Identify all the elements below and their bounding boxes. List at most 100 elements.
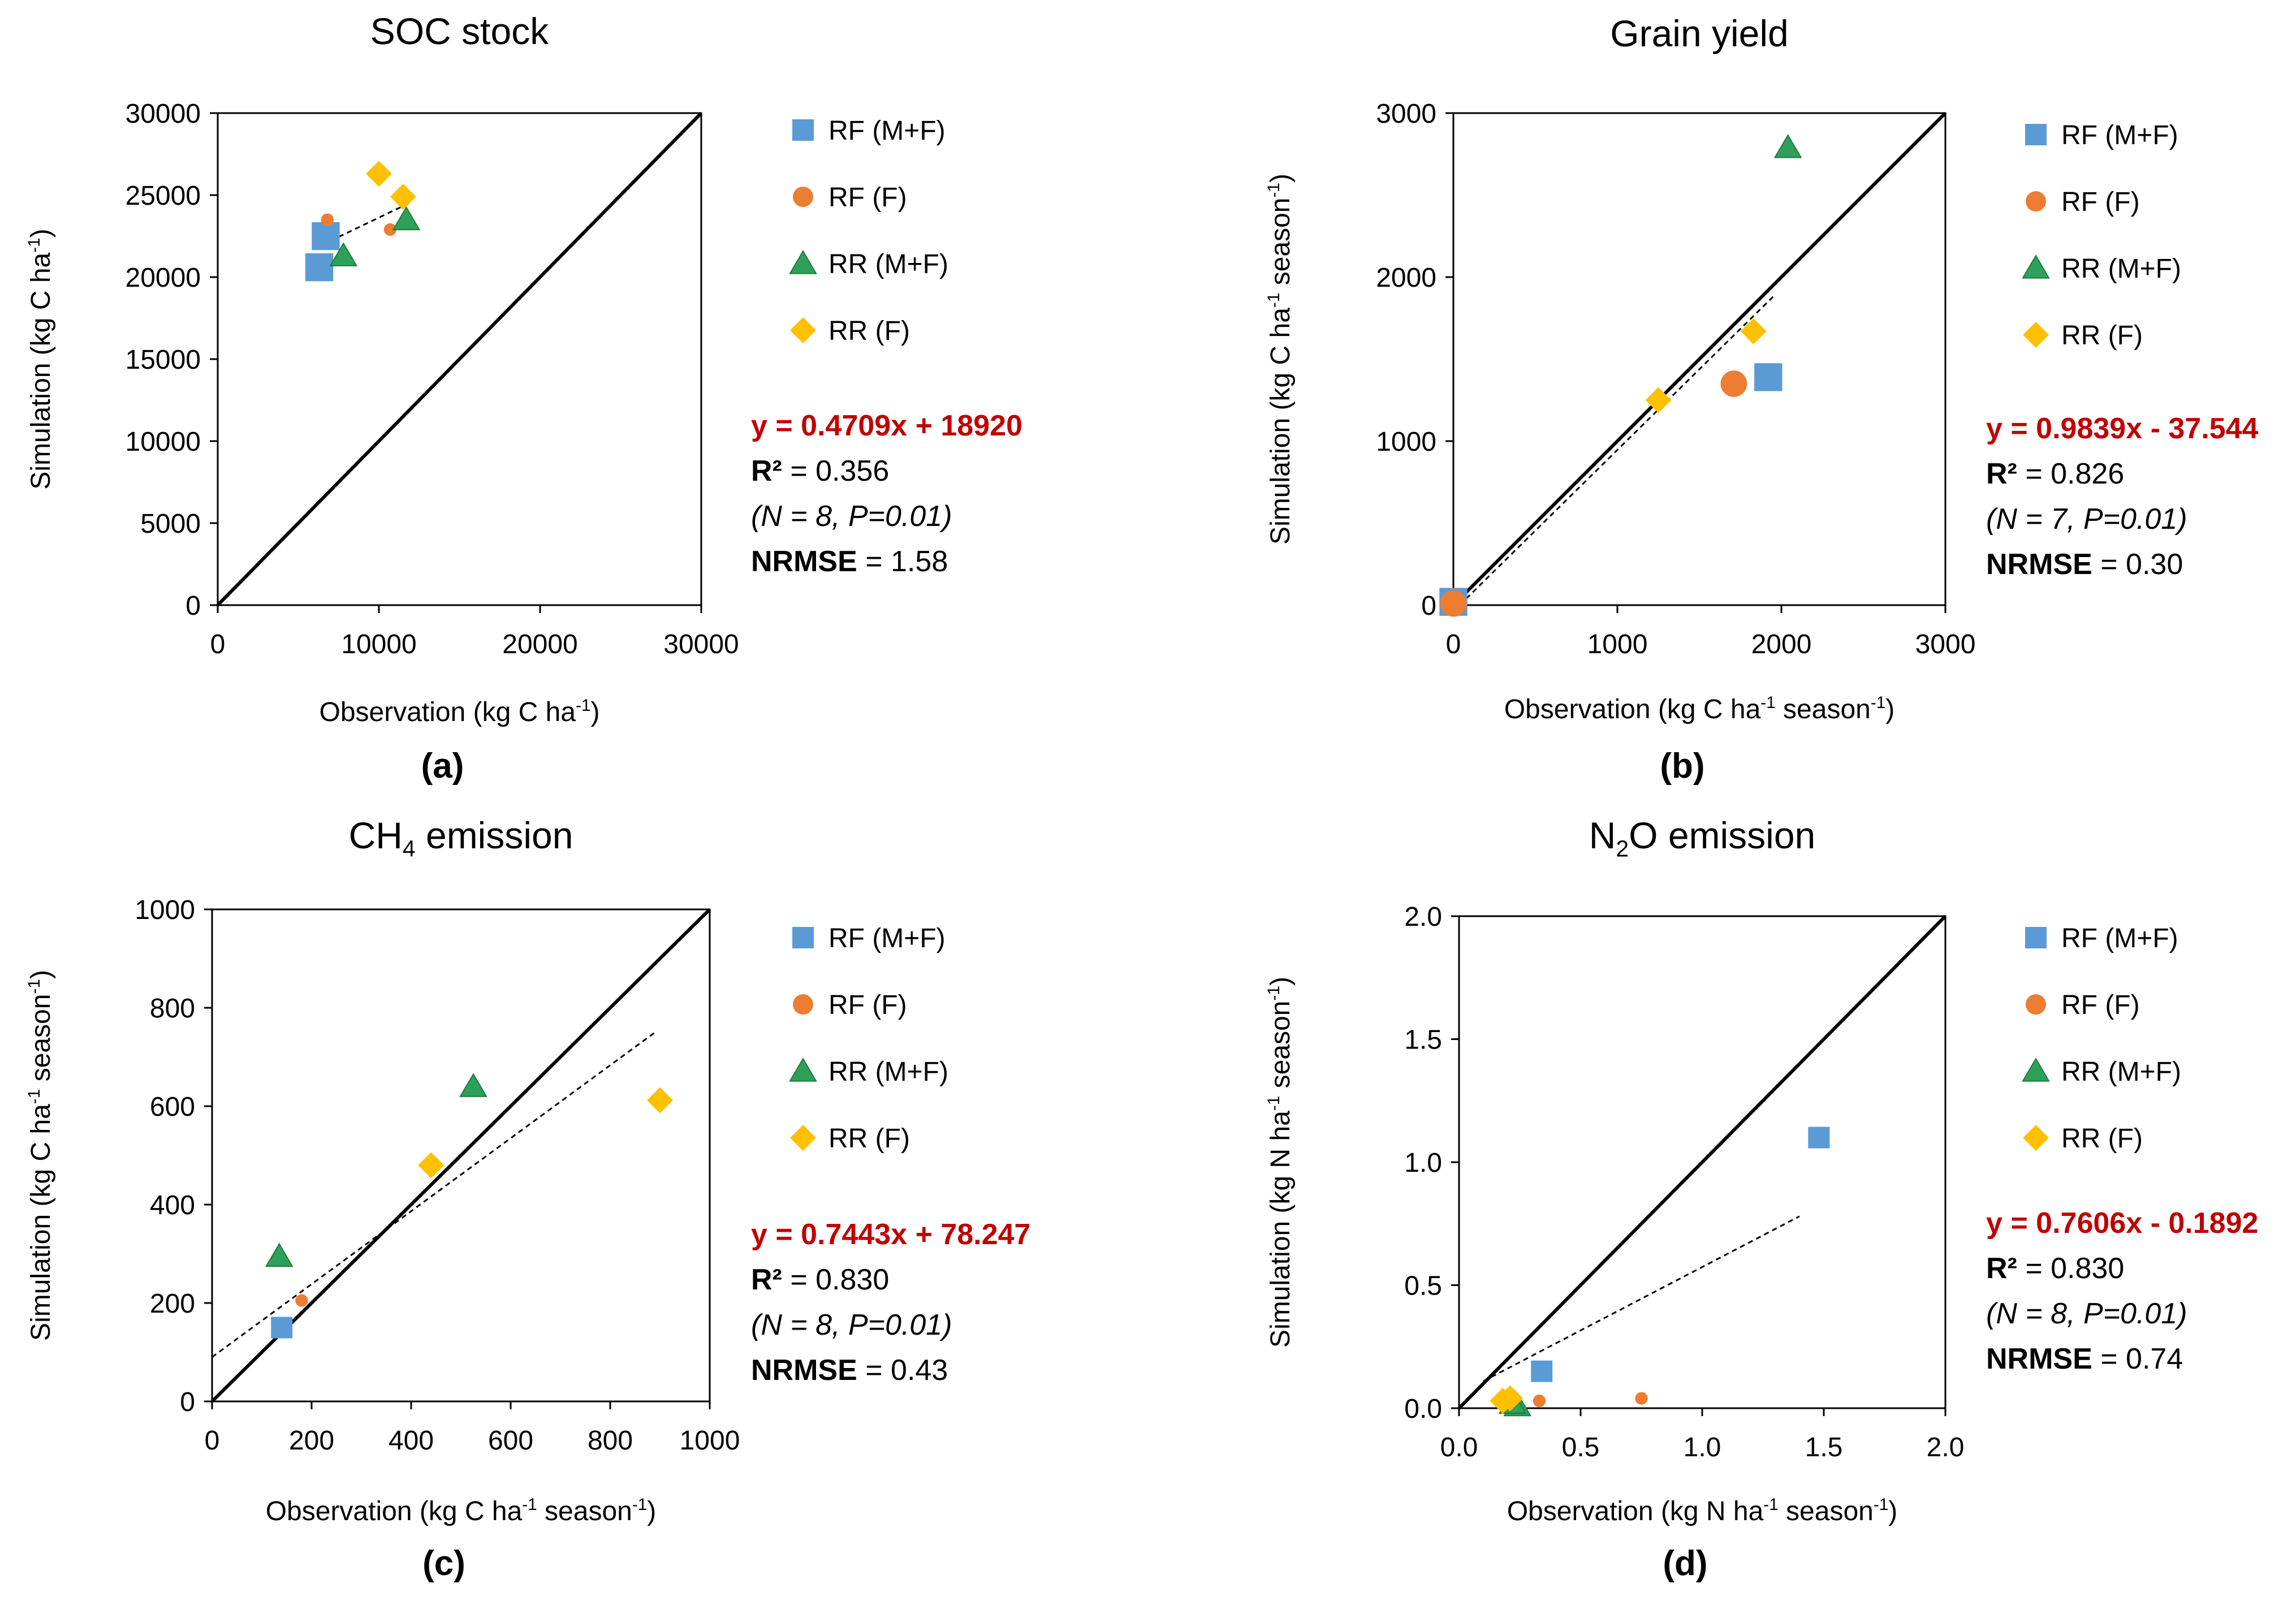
x-axis-label: Observation (kg C ha-1) — [320, 696, 600, 727]
x-tick-label: 1000 — [1587, 629, 1648, 659]
data-point-triangle — [459, 1073, 487, 1097]
nrmse-value: = 0.30 — [2092, 548, 2183, 581]
nrmse-label: NRMSE — [751, 545, 857, 578]
x-axis-label-part: Observation (kg C ha — [1504, 694, 1761, 724]
x-axis-label-part: ) — [1888, 1496, 1897, 1526]
data-point-circle — [1533, 1394, 1546, 1408]
legend-marker-square — [792, 119, 814, 141]
regression-equation: y = 0.9839x - 37.544 — [1986, 412, 2258, 445]
x-tick-label: 1.0 — [1684, 1433, 1721, 1462]
trendline — [1452, 296, 1774, 612]
y-tick-label: 0 — [185, 591, 201, 621]
y-tick-label: 600 — [150, 1092, 195, 1122]
chart-title: Grain yield — [1610, 12, 1788, 54]
chart-panel-c: CH4 emission 0 200 400 600 800 1000 0 200 400 600 8… — [25, 814, 1031, 1583]
x-axis-label-part: Observation (kg N ha — [1507, 1496, 1764, 1526]
y-axis-label: Simulation (kg C ha-1 season-1) — [25, 970, 56, 1341]
one-to-one-line — [210, 908, 711, 1403]
chart-title-part: SOC stock — [370, 10, 549, 52]
x-axis-label-part: -1 — [576, 696, 590, 715]
chart-panel-b: Grain yield 0 1000 2000 3000 0 1000 2000 3000 Obs… — [1264, 12, 2259, 786]
data-point-square — [305, 253, 334, 282]
data-point-triangle — [265, 1242, 294, 1267]
x-tick-label: 800 — [588, 1426, 633, 1456]
x-tick-label: 3000 — [1915, 629, 1976, 659]
panel-label: (a) — [421, 747, 464, 786]
x-axis-label-part: season — [1779, 1496, 1874, 1526]
y-tick-label: 3000 — [1376, 99, 1436, 129]
trendline — [322, 201, 412, 245]
y-tick-label: 15000 — [126, 345, 201, 375]
nrmse-label: NRMSE — [1986, 548, 2092, 581]
r-squared-value: = 0.830 — [2017, 1252, 2124, 1285]
legend-label: RR (M+F) — [828, 249, 948, 279]
legend-marker-triangle — [2022, 254, 2050, 279]
y-tick-label: 0 — [180, 1387, 195, 1417]
x-tick-label: 0.0 — [1440, 1433, 1478, 1462]
y-axis-label-part: Simulation (kg C ha — [1266, 308, 1296, 545]
legend-label: RF (F) — [2061, 990, 2140, 1020]
r-squared: R² = 0.826 — [1986, 458, 2124, 490]
y-tick-label: 25000 — [126, 181, 201, 211]
chart-title-part: CH — [349, 814, 403, 856]
data-point-circle — [1635, 1392, 1648, 1405]
data-point-triangle — [392, 206, 421, 231]
x-tick-label: 0 — [1446, 629, 1461, 659]
legend-label: RF (F) — [828, 990, 907, 1020]
legend-marker-square — [792, 927, 814, 948]
y-axis-label-part: Simulation (kg C ha — [26, 1104, 56, 1341]
x-tick-label: 30000 — [663, 629, 739, 659]
y-axis-label-part: ) — [26, 228, 56, 238]
r-squared-value: = 0.356 — [782, 455, 889, 487]
x-axis-label-part: Observation (kg C ha — [266, 1496, 523, 1526]
y-tick-label: 800 — [150, 994, 195, 1024]
r-squared-value: = 0.826 — [2017, 458, 2124, 490]
x-tick-label: 200 — [289, 1426, 334, 1456]
x-axis-label-part: season — [1776, 694, 1871, 724]
y-tick-label: 1000 — [135, 895, 195, 925]
data-point-square — [271, 1317, 293, 1339]
data-point-square — [1531, 1360, 1553, 1382]
y-tick-label: 1.5 — [1404, 1025, 1442, 1055]
nrmse: NRMSE = 0.30 — [1986, 548, 2183, 581]
plot-frame — [211, 908, 711, 1403]
legend-label: RF (F) — [2061, 187, 2140, 217]
legend-label: RF (M+F) — [828, 116, 946, 146]
y-tick-label: 10000 — [126, 427, 201, 457]
data-point-circle — [295, 1294, 308, 1307]
y-axis-label-part: -1 — [25, 1089, 44, 1104]
y-axis-label: Simulation (kg C ha-1) — [25, 228, 56, 489]
x-axis-label: Observation (kg N ha-1 season-1) — [1507, 1495, 1898, 1526]
y-axis-label: Simulation (kg C ha-1 season-1) — [1264, 174, 1296, 545]
legend-label: RF (M+F) — [2061, 120, 2178, 150]
data-point-diamond — [390, 183, 416, 210]
legend-marker-circle — [2026, 994, 2046, 1015]
legend-label: RR (F) — [2061, 321, 2143, 351]
x-tick-label: 1.5 — [1805, 1433, 1843, 1462]
y-tick-label: 5000 — [140, 509, 201, 539]
x-axis-label-part: -1 — [1871, 693, 1885, 712]
legend-marker-diamond — [790, 317, 816, 343]
data-point-square — [1808, 1127, 1830, 1149]
chart-title: CH4 emission — [349, 814, 573, 862]
data-point-diamond — [366, 161, 392, 187]
data-point-square — [312, 222, 340, 251]
legend-label: RR (M+F) — [2061, 1057, 2181, 1087]
y-axis-label-part: Simulation (kg N ha — [1266, 1111, 1296, 1348]
y-axis-label-part: ) — [1266, 174, 1296, 183]
x-axis-label-part: Observation (kg C ha — [320, 697, 576, 727]
legend-marker-diamond — [2023, 1125, 2049, 1151]
y-axis-label-part: ) — [26, 970, 56, 979]
y-axis-label-part: season — [26, 994, 56, 1089]
y-axis-label: Simulation (kg N ha-1 season-1) — [1264, 977, 1296, 1348]
x-axis-label-part: ) — [591, 697, 600, 727]
regression-equation: y = 0.7443x + 78.247 — [751, 1218, 1030, 1251]
x-axis-label-part: -1 — [1760, 693, 1775, 712]
legend-marker-circle — [793, 994, 813, 1015]
legend-marker-triangle — [2022, 1058, 2050, 1082]
legend-label: RR (F) — [2061, 1124, 2143, 1154]
x-tick-label: 0 — [210, 629, 226, 659]
one-to-one-line — [1457, 914, 1947, 1410]
data-point-triangle — [329, 242, 358, 266]
regression-equation: y = 0.7606x - 0.1892 — [1986, 1207, 2258, 1240]
